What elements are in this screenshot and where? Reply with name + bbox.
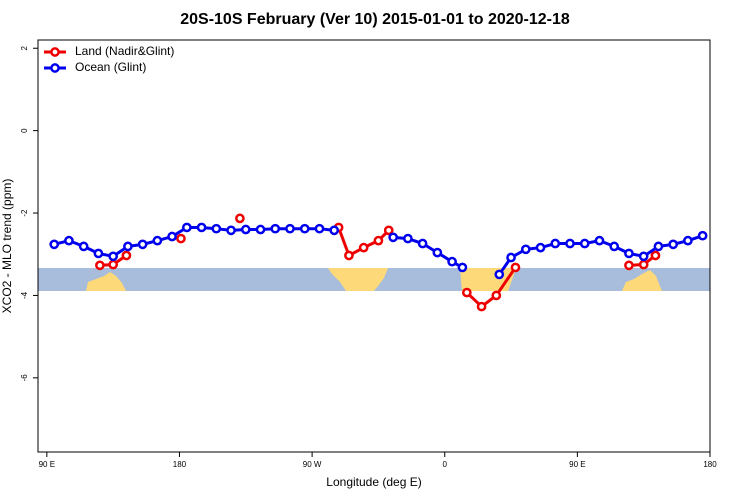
- point: [638, 251, 649, 262]
- point: [137, 239, 148, 250]
- point: [579, 238, 590, 249]
- point: [108, 251, 119, 262]
- legend-label: Land (Nadir&Glint): [75, 44, 174, 58]
- point: [235, 213, 245, 224]
- y-tick-label: -6: [20, 374, 29, 382]
- point: [494, 269, 505, 280]
- y-tick-label: 0: [20, 128, 29, 133]
- point: [123, 241, 133, 252]
- point: [49, 239, 60, 250]
- point: [64, 235, 74, 246]
- point: [432, 247, 443, 258]
- point: [683, 235, 693, 246]
- point: [565, 238, 575, 249]
- point: [329, 225, 340, 236]
- x-axis-label: Longitude (deg E): [326, 475, 421, 489]
- chart-title: 20S-10S February (Ver 10) 2015-01-01 to …: [180, 11, 570, 28]
- point: [535, 242, 546, 253]
- map-band: [38, 268, 710, 291]
- land-patch: [328, 268, 388, 291]
- point: [226, 225, 236, 236]
- point: [196, 222, 207, 233]
- point: [594, 235, 605, 246]
- x-tick-label: 90 E: [569, 460, 585, 469]
- y-tick-label: -4: [20, 291, 29, 299]
- x-tick-label: 180: [173, 460, 187, 469]
- legend-marker: [50, 47, 60, 57]
- series-line: [53, 225, 704, 276]
- point: [176, 233, 186, 244]
- x-tick-label: 0: [443, 460, 448, 469]
- point: [270, 223, 281, 234]
- x-tick-label: 90 W: [303, 460, 322, 469]
- point: [78, 241, 89, 252]
- point: [668, 239, 679, 250]
- point: [211, 223, 222, 234]
- point: [299, 223, 310, 234]
- point: [609, 241, 620, 252]
- legend-marker: [50, 63, 60, 73]
- point: [417, 238, 428, 249]
- point: [520, 244, 531, 255]
- point: [152, 235, 163, 246]
- point: [476, 301, 487, 312]
- point: [255, 224, 266, 235]
- x-tick-label: 90 E: [39, 460, 55, 469]
- point: [93, 248, 104, 259]
- x-tick-label: 180: [703, 460, 717, 469]
- point: [457, 262, 468, 273]
- point: [624, 248, 634, 259]
- land-patch: [622, 270, 662, 291]
- point: [550, 238, 561, 249]
- point: [95, 260, 105, 271]
- legend-label: Ocean (Glint): [75, 60, 146, 74]
- point: [461, 287, 472, 298]
- point: [285, 223, 295, 234]
- point: [314, 223, 325, 234]
- point: [383, 225, 394, 236]
- point: [650, 250, 661, 261]
- point: [447, 256, 457, 267]
- point: [358, 242, 369, 253]
- point: [108, 259, 119, 270]
- land-patch: [86, 272, 126, 291]
- plot-frame: [37, 39, 711, 453]
- y-tick-label: 2: [20, 45, 29, 50]
- point: [697, 230, 708, 241]
- point: [344, 250, 354, 261]
- point: [624, 260, 634, 271]
- point: [653, 241, 664, 252]
- point: [506, 252, 516, 263]
- point: [240, 224, 251, 235]
- point: [510, 262, 521, 273]
- y-tick-label: -2: [20, 209, 29, 217]
- point: [491, 290, 502, 301]
- point: [121, 250, 132, 261]
- point: [373, 235, 384, 246]
- point: [167, 231, 177, 242]
- point: [403, 233, 413, 244]
- point: [388, 232, 399, 243]
- point: [181, 222, 192, 233]
- point: [638, 259, 649, 270]
- y-axis-label: XCO2 - MLO trend (ppm): [0, 179, 14, 314]
